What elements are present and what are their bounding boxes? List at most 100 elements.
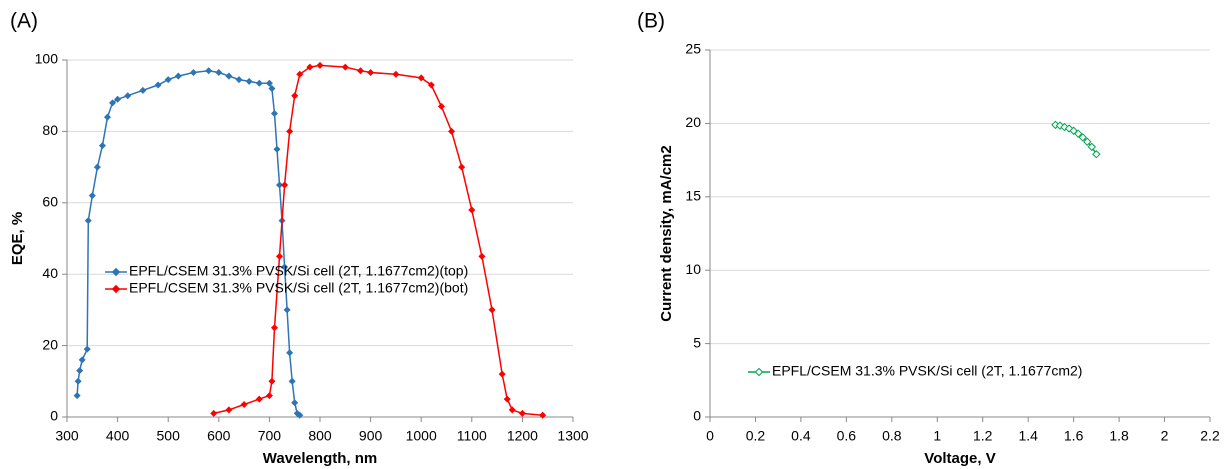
x-tick-label: 1200 [507,428,538,444]
legend-marker [111,284,121,294]
x-tick-label: 1.2 [973,428,993,444]
marker [367,68,375,77]
marker [98,142,106,150]
marker [84,217,92,225]
x-tick-label: 700 [258,428,282,444]
marker [306,63,314,71]
marker [437,102,445,110]
y-tick-label: 60 [42,194,58,210]
legend-marker [754,367,764,377]
marker [83,345,91,353]
marker [255,79,263,87]
marker [268,85,276,93]
x-tick-label: 0.4 [791,428,811,444]
legend-marker [111,267,121,277]
y-tick-label: 20 [42,336,58,352]
marker [114,95,122,103]
marker [88,192,96,200]
x-axis-title: Wavelength, nm [263,450,377,467]
x-tick-label: 1000 [406,428,437,444]
marker [291,92,299,100]
series-line [213,64,543,416]
y-tick-label: 0 [50,408,58,424]
x-tick-label: 1100 [457,428,487,444]
marker [286,127,294,135]
marker [296,70,304,78]
marker [270,110,278,118]
marker [392,70,400,78]
x-tick-label: 500 [157,428,181,444]
y-axis-title: EQE, % [9,212,26,265]
marker [518,409,526,417]
marker [240,400,248,409]
marker [174,72,182,80]
marker [539,411,547,419]
marker [205,67,213,75]
x-tick-label: 0.2 [746,428,766,444]
marker [286,349,294,357]
marker [458,163,466,171]
marker [245,77,253,85]
marker [276,181,284,189]
x-tick-label: 2 [1161,428,1169,444]
marker [1060,122,1069,132]
marker [1078,133,1087,142]
legend-label: EPFL/CSEM 31.3% PVSK/Si cell (2T, 1.1677… [129,263,468,279]
marker [270,324,278,332]
marker [316,61,324,69]
x-tick-label: 400 [106,428,130,444]
x-tick-label: 2.2 [1200,428,1220,444]
marker [215,68,223,77]
x-tick-label: 1.6 [1064,428,1084,444]
x-tick-label: 1300 [557,428,588,444]
marker [498,370,506,378]
marker [488,306,496,314]
marker [225,72,233,80]
x-tick-label: 900 [359,428,383,444]
y-tick-label: 80 [42,122,58,138]
marker [255,395,263,403]
x-tick-label: 1.8 [1109,428,1129,444]
marker [124,92,132,100]
y-tick-label: 100 [35,51,59,67]
marker [478,252,486,260]
marker [210,409,218,417]
marker [417,74,425,82]
marker [93,163,101,171]
y-tick-label: 15 [685,188,701,204]
marker [154,81,162,89]
marker [78,356,86,364]
marker [503,395,511,403]
marker [74,377,82,385]
legend-label: EPFL/CSEM 31.3% PVSK/Si cell (2T, 1.1677… [129,280,468,296]
x-axis-title: Voltage, V [924,450,995,467]
x-tick-label: 1.4 [1018,428,1038,444]
marker [1073,129,1083,138]
marker [1069,126,1078,135]
x-tick-label: 1 [933,428,941,444]
marker [288,377,296,385]
marker [265,392,273,400]
marker [189,68,198,77]
marker [265,79,273,87]
series-line [76,69,301,416]
marker [468,206,476,214]
marker [1092,150,1101,159]
legend-label: EPFL/CSEM 31.3% PVSK/Si cell (2T, 1.1677… [772,363,1082,379]
marker [225,406,233,414]
y-tick-label: 0 [693,408,701,424]
x-tick-label: 800 [308,428,332,444]
marker [291,399,299,407]
y-axis-title: Current density, mA/cm2 [658,145,675,321]
x-tick-label: 0 [706,428,714,444]
marker [103,113,111,121]
marker [164,76,172,84]
marker [341,63,349,71]
marker [1087,142,1097,152]
y-tick-label: 25 [685,41,701,57]
marker [235,76,243,84]
marker [76,367,84,375]
x-tick-label: 300 [55,428,79,444]
marker [427,81,435,89]
marker [283,306,291,314]
